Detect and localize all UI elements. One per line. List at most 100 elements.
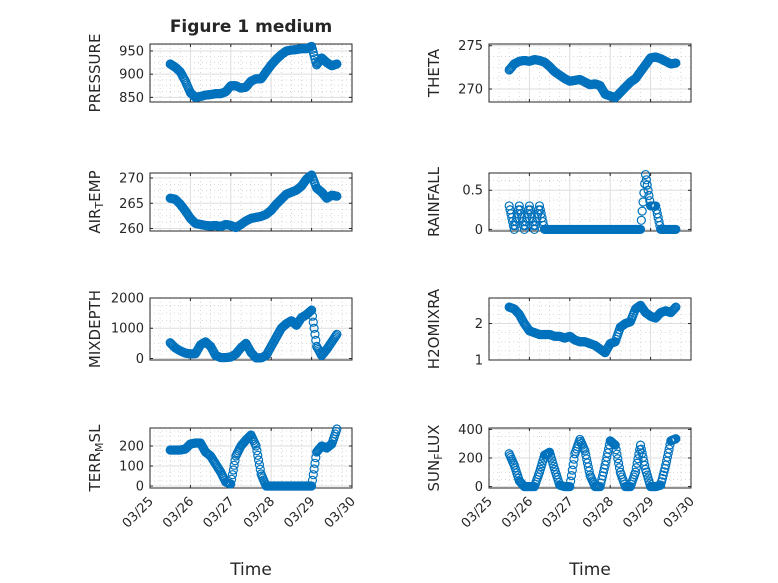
y-axis-label: AIRTEMP [86,170,106,233]
series-markers [504,434,681,492]
interpolated-point [608,439,619,449]
data-point [332,329,342,339]
y-axis-label: SUNFLUX [425,425,445,492]
interpolated-point [670,303,680,313]
interpolated-point [230,456,240,466]
y-tick-label: 1 [475,354,483,369]
interpolated-point [252,446,262,456]
interpolated-point [309,323,319,333]
interpolated-point [566,476,576,486]
y-tick-label: 1000 [111,322,144,337]
y-axis-label-subscript: M [93,442,106,452]
y-axis-label-main: AIR [86,209,104,234]
y-tick-label: 275 [458,39,483,54]
axes-frame [488,427,692,489]
y-axis-label-main: SUN [425,460,443,492]
data-point [307,481,317,491]
data-point [671,224,681,235]
interpolated-point [253,450,263,460]
y-axis-label-rest: EMP [86,170,104,201]
interpolated-point [254,460,265,470]
y-axis-label-rest: LUX [425,425,443,454]
y-tick-label: 0 [475,480,483,495]
y-tick-label: 950 [119,44,144,59]
interpolated-point [308,317,318,327]
interpolated-point [568,460,578,470]
y-axis-label-subscript: T [93,202,106,210]
y-axis-label: H2OMIXRA [425,288,443,369]
data-point [251,441,261,451]
y-tick-label: 260 [119,222,144,237]
series-markers [165,170,342,233]
y-tick-label: 2000 [111,292,144,307]
interpolated-point [668,305,678,315]
axes-frame [149,43,353,103]
data-point [307,305,317,315]
interpolated-point [228,465,238,475]
y-tick-label: 270 [119,172,144,187]
y-tick-label: 265 [119,197,144,212]
y-tick-label: 0.5 [462,184,483,199]
interpolated-point [642,180,652,190]
panel-mixdepth: 0 1000 2000 MIXDEPTH [86,290,353,368]
interpolated-point [330,332,340,342]
series-markers [165,305,342,363]
interpolated-point [310,458,320,468]
interpolated-point [229,460,239,470]
y-axis-label: RAINFALL [425,166,443,237]
interpolated-point [305,307,315,317]
interpolated-point [567,465,577,475]
data-point [635,224,646,235]
y-tick-label: 100 [119,460,144,475]
series-markers [504,52,681,103]
y-axis-label: PRESSURE [86,34,104,113]
y-tick-label: 270 [458,83,483,98]
interpolated-point [611,445,621,455]
interpolated-point [255,464,265,474]
data-point [226,479,236,489]
y-tick-label: 200 [458,452,483,467]
y-tick-label: 0 [475,223,483,238]
interpolated-point [584,466,594,476]
panel-h2omixra: 1 2 H2OMIXRA [425,288,692,369]
interpolated-point [227,474,237,484]
interpolated-point [612,449,622,459]
y-tick-label: 200 [119,440,144,455]
interpolated-point [310,329,320,339]
y-axis-label: MIXDEPTH [86,290,104,368]
y-axis-label-main: TERR [86,452,104,493]
interpolated-point [331,330,341,341]
panel-air_temp: 260 265 270 AIRTEMP [86,170,353,237]
interpolated-point [253,455,264,465]
y-axis-label: THETA [425,48,443,98]
interpolated-point [306,306,316,316]
interpolated-point [636,215,646,225]
axes-frame [488,43,692,103]
axes-frame [149,427,353,489]
x-axis-label: Time [568,560,611,580]
interpolated-point [243,432,254,443]
interpolated-point [641,175,651,185]
interpolated-point [227,470,238,480]
interpolated-point [631,463,641,473]
data-point [630,467,641,477]
interpolated-point [566,471,577,481]
y-axis-label-subscript: F [432,453,445,459]
y-tick-label: 900 [119,68,144,83]
series-markers [165,41,342,102]
interpolated-point [307,311,318,321]
data-point [332,424,342,434]
data-point [332,191,342,201]
interpolated-point [613,454,623,464]
interpolated-point [609,439,620,450]
panel-pressure: 850 900 950 PRESSURE Figure 1 medium [86,17,353,113]
series-markers [504,169,681,235]
data-point [565,481,575,492]
interpolated-point [644,190,654,201]
axes-frame [488,297,692,361]
y-tick-label: 0 [136,352,144,367]
interpolated-point [309,464,319,474]
x-axis-label: Time [229,560,272,580]
interpolated-point [637,206,647,216]
